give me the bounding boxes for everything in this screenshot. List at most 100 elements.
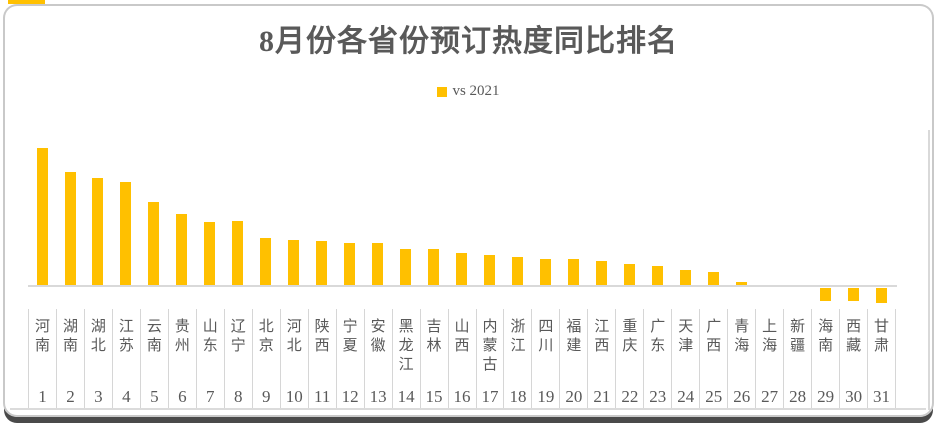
chart-title: 8月份各省份预订热度同比排名: [259, 25, 678, 58]
province-label: 河北: [286, 319, 302, 354]
category-cell: 宁夏 12: [335, 309, 364, 409]
province-label: 重庆: [622, 319, 638, 354]
category-cell: 山西 16: [447, 309, 476, 409]
category-cell: 湖南 2: [55, 309, 84, 409]
province-label: 陕西: [314, 319, 330, 354]
bar-云南: [148, 202, 160, 285]
rank-label: 25: [705, 387, 723, 406]
table-right-border: [928, 130, 930, 410]
bar-北京: [260, 238, 272, 285]
rank-label: 15: [425, 387, 443, 406]
category-cell: 陕西 11: [307, 309, 336, 409]
empty-end-cell: [895, 309, 929, 409]
bar-西藏: [847, 288, 859, 301]
category-cell: 内蒙古 17: [475, 309, 504, 409]
province-label: 云南: [146, 319, 162, 354]
province-label: 广东: [650, 319, 666, 354]
rank-label: 12: [341, 387, 359, 406]
province-label: 安徽: [370, 319, 386, 354]
bar-江苏: [120, 182, 132, 285]
category-cell: 安徽 13: [363, 309, 392, 409]
category-cell: 江西 21: [587, 309, 615, 409]
province-label: 海南: [818, 319, 834, 354]
province-label: 贵州: [174, 319, 190, 354]
rank-label: 16: [453, 387, 471, 406]
category-cell: 辽宁 8: [223, 309, 252, 409]
category-cell: 青海 26: [727, 309, 755, 409]
bar-湖北: [92, 178, 104, 285]
bar-甘肃: [875, 288, 887, 303]
rank-label: 5: [150, 387, 159, 406]
bar-河南: [36, 148, 48, 285]
rank-label: 3: [94, 387, 103, 406]
top-accent-strip: [8, 0, 45, 4]
bar-贵州: [176, 214, 188, 285]
category-cell: 江苏 4: [111, 309, 140, 409]
category-cell: 海南 29: [811, 309, 839, 409]
rank-label: 1: [38, 387, 47, 406]
rank-label: 17: [481, 387, 499, 406]
bar-黑龙江: [400, 249, 412, 285]
category-cell: 西藏 30: [839, 309, 867, 409]
province-label: 山东: [202, 319, 218, 354]
rank-label: 6: [178, 387, 187, 406]
category-cell: 福建 20: [559, 309, 587, 409]
bar-吉林: [428, 249, 439, 285]
legend-swatch-icon: [437, 86, 448, 97]
table-bottom-border: [10, 408, 926, 410]
category-cell: 河南 1: [28, 309, 56, 409]
province-label: 辽宁: [230, 319, 246, 354]
province-label: 内蒙古: [482, 319, 498, 373]
province-label: 新疆: [790, 319, 806, 354]
rank-label: 10: [285, 387, 303, 406]
category-cell: 河北 10: [279, 309, 308, 409]
category-cell: 黑龙江 14: [391, 309, 420, 409]
category-cell: 浙江 18: [503, 309, 531, 409]
bar-湖南: [64, 172, 76, 285]
category-cell: 湖北 3: [83, 309, 112, 409]
rank-label: 21: [593, 387, 611, 406]
category-cell: 四川 19: [531, 309, 559, 409]
x-axis-line: [28, 285, 897, 287]
bar-内蒙古: [484, 255, 495, 285]
bar-天津: [679, 270, 691, 285]
chart-card: 8月份各省份预订热度同比排名 vs 2021 河南 1 湖南 2 湖北 3 江苏 4 云南 5 贵州…: [3, 4, 934, 417]
axis-table: 河南 1 湖南 2 湖北 3 江苏 4 云南 5 贵州 6 山东 7 辽宁 8 北京 9 河北 10 陕西 11 宁夏 12 安…: [28, 309, 929, 409]
bar-重庆: [623, 264, 635, 285]
bar-海南: [819, 288, 831, 301]
bar-青海: [735, 282, 747, 285]
province-label: 湖南: [62, 319, 78, 354]
bar-宁夏: [344, 243, 356, 285]
province-label: 天津: [678, 319, 694, 354]
rank-label: 24: [677, 387, 695, 406]
rank-label: 31: [873, 387, 891, 406]
bar-福建: [567, 259, 579, 285]
bar-安徽: [372, 243, 384, 285]
province-label: 广西: [706, 319, 722, 354]
province-label: 湖北: [90, 319, 106, 354]
rank-label: 7: [206, 387, 215, 406]
province-label: 吉林: [426, 319, 442, 354]
province-label: 江西: [594, 319, 610, 354]
rank-label: 27: [761, 387, 779, 406]
bar-广东: [651, 266, 663, 285]
rank-label: 18: [509, 387, 527, 406]
rank-label: 19: [537, 387, 555, 406]
province-label: 四川: [538, 319, 554, 354]
rank-label: 29: [817, 387, 835, 406]
rank-label: 4: [122, 387, 131, 406]
bar-山西: [456, 253, 467, 285]
rank-label: 26: [733, 387, 751, 406]
category-cell: 新疆 28: [783, 309, 811, 409]
rank-label: 20: [565, 387, 583, 406]
province-label: 黑龙江: [398, 319, 414, 373]
rank-label: 30: [845, 387, 863, 406]
category-cell: 贵州 6: [167, 309, 196, 409]
province-label: 青海: [734, 319, 750, 354]
rank-label: 8: [234, 387, 243, 406]
category-cell: 天津 24: [671, 309, 699, 409]
category-cell: 北京 9: [251, 309, 280, 409]
category-cell: 吉林 15: [419, 309, 448, 409]
chart-legend: vs 2021: [3, 83, 934, 100]
category-cell: 山东 7: [195, 309, 224, 409]
